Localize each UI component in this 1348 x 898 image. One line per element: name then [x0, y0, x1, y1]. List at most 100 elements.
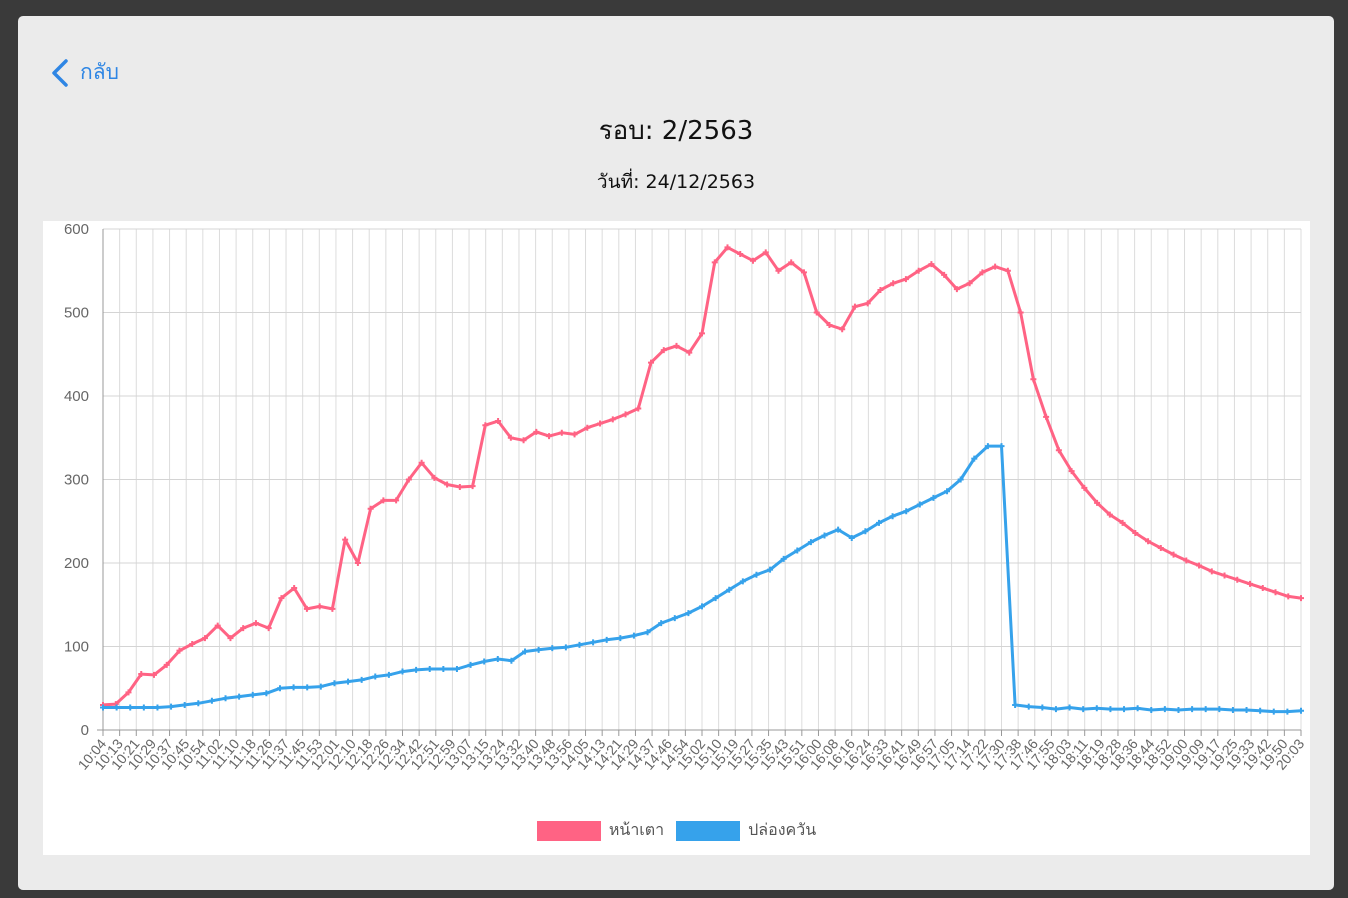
data-point — [1284, 708, 1291, 715]
data-point — [1298, 707, 1304, 714]
data-point — [201, 635, 208, 642]
data-point — [405, 476, 412, 483]
legend-label: ปล่องควัน — [748, 820, 817, 839]
data-point — [984, 443, 991, 450]
data-point — [788, 259, 795, 266]
data-point — [1119, 519, 1126, 526]
data-point — [915, 267, 922, 274]
data-point — [1183, 557, 1190, 564]
data-point — [1189, 706, 1196, 713]
data-point — [903, 508, 910, 515]
data-point — [208, 697, 215, 704]
data-point — [699, 603, 705, 610]
data-point — [1094, 499, 1101, 506]
data-point — [1216, 706, 1223, 713]
data-point — [800, 269, 807, 276]
data-point — [562, 644, 569, 651]
chart-container: 0 100 200 300 400 500 600 10:04 10:13 10:21 10:29 1… — [43, 221, 1310, 855]
line-chart: 010020030040050060010:0410:1310:2110:291… — [64, 221, 1307, 773]
data-point — [953, 286, 960, 293]
data-point — [168, 703, 175, 710]
data-point — [163, 661, 170, 668]
data-point — [494, 656, 501, 663]
data-point — [1148, 706, 1155, 713]
data-point — [393, 497, 400, 504]
data-point — [290, 684, 297, 691]
data-point — [571, 431, 578, 438]
data-point — [1270, 708, 1277, 715]
data-point — [1285, 593, 1292, 600]
data-point — [944, 488, 951, 495]
data-point — [724, 244, 731, 251]
data-point — [739, 578, 746, 585]
data-point — [660, 347, 667, 354]
data-point — [635, 405, 642, 412]
data-point — [584, 424, 591, 431]
data-point — [1017, 309, 1024, 316]
data-point — [507, 434, 514, 441]
data-point — [189, 640, 196, 647]
data-point — [456, 484, 463, 491]
data-point — [140, 704, 147, 711]
legend-item-furnace[interactable]: หน้าเตา — [536, 818, 664, 843]
data-point — [125, 689, 132, 696]
data-point — [127, 704, 134, 711]
data-point — [413, 666, 420, 673]
data-point — [222, 695, 229, 702]
data-point — [380, 497, 387, 504]
data-point — [342, 536, 349, 543]
data-point — [839, 326, 846, 333]
data-point — [848, 534, 855, 541]
data-point — [916, 501, 923, 508]
data-point — [291, 585, 298, 592]
data-point — [522, 648, 529, 655]
data-point — [469, 483, 476, 490]
data-point — [113, 704, 120, 711]
data-point — [902, 276, 909, 283]
data-point — [345, 678, 352, 685]
data-point — [966, 280, 973, 287]
data-point — [979, 269, 986, 276]
data-point — [138, 671, 145, 678]
data-point — [826, 322, 833, 329]
data-point — [622, 411, 629, 418]
data-point — [930, 494, 937, 501]
data-point — [431, 474, 438, 481]
data-point — [957, 476, 964, 483]
data-point — [889, 513, 896, 520]
data-point — [877, 286, 884, 293]
data-point — [1121, 706, 1128, 713]
data-point — [699, 330, 705, 337]
data-point — [992, 263, 999, 270]
data-point — [1272, 589, 1279, 596]
data-point — [648, 359, 655, 366]
legend-item-chimney[interactable]: ปล่องควัน — [676, 818, 816, 843]
page-date: วันที่: 24/12/2563 — [596, 171, 756, 193]
data-point — [941, 271, 948, 278]
data-point — [150, 671, 157, 678]
data-point — [214, 622, 221, 629]
data-point — [495, 418, 502, 425]
data-point — [1055, 447, 1062, 454]
data-point — [154, 704, 161, 711]
data-point — [1145, 538, 1152, 545]
data-point — [726, 586, 733, 593]
data-point — [851, 303, 858, 310]
data-point — [549, 645, 556, 652]
data-point — [767, 566, 774, 573]
data-point — [329, 605, 336, 612]
data-point — [780, 555, 787, 562]
data-point — [971, 455, 978, 462]
data-point — [671, 615, 678, 622]
data-point — [630, 632, 637, 639]
data-point — [481, 658, 488, 665]
data-point — [864, 300, 871, 307]
data-point — [1052, 706, 1059, 713]
data-point — [597, 420, 604, 427]
data-point — [508, 657, 515, 664]
back-button[interactable]: กลับ — [50, 56, 119, 89]
data-point — [617, 635, 624, 642]
data-point — [998, 443, 1005, 450]
data-point — [711, 259, 718, 266]
data-point — [737, 251, 744, 258]
